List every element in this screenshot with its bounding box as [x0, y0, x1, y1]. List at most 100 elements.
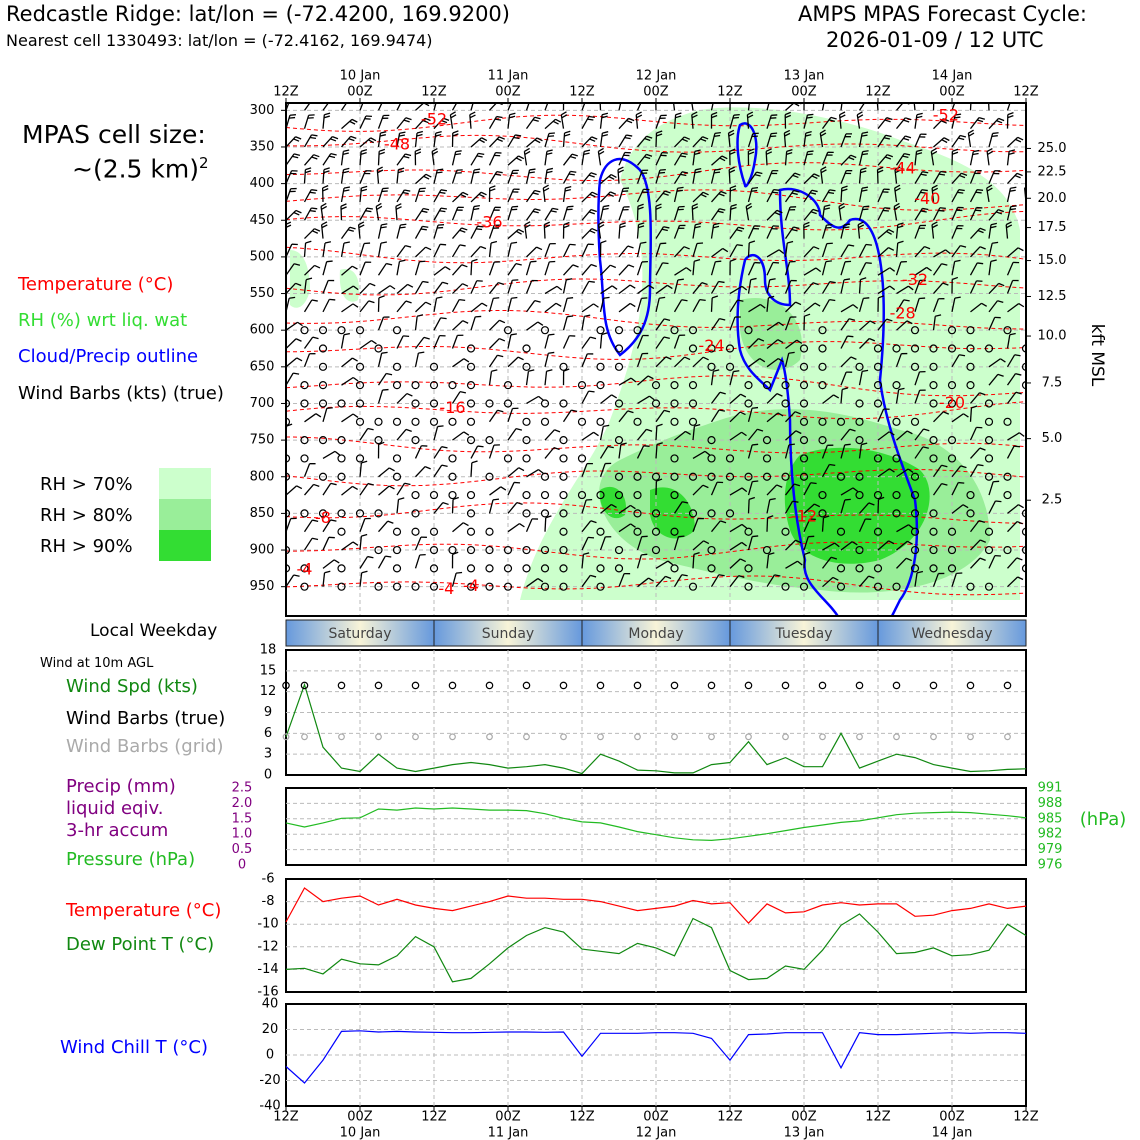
wind-barb-flag: [552, 120, 559, 125]
wind-barb-flag: [1015, 391, 1022, 395]
wind-barb-flag: [436, 171, 443, 174]
wind-barb-flag: [941, 464, 948, 468]
wind-barb-staff: [785, 339, 798, 350]
wind-barb-flag: [986, 147, 993, 152]
wind-barb-staff: [840, 541, 853, 551]
wind-barb-flag: [841, 185, 848, 189]
wind-barb-staff: [784, 261, 791, 276]
wind-barb-flag: [365, 210, 372, 213]
calm-circle: [337, 454, 346, 463]
wind-barb-staff: [710, 520, 721, 533]
wind-barb-flag: [439, 210, 446, 213]
wind10-calm-circle: [966, 681, 975, 690]
wind-barb-flag: [777, 412, 784, 417]
top-time-label: 00Z: [495, 85, 521, 100]
wind-barb-staff: [821, 299, 830, 313]
wind-barb-staff: [784, 500, 794, 514]
wind-barb-flag: [456, 571, 463, 574]
wind-barb-flag: [379, 134, 386, 137]
wind-barb-flag: [459, 298, 466, 302]
wind-barb-flag: [825, 98, 831, 99]
calm-circle: [836, 527, 846, 536]
calm-circle: [670, 564, 679, 573]
wind-barb-flag: [461, 227, 468, 231]
calm-circle: [929, 399, 938, 408]
calm-circle: [670, 454, 679, 463]
wind-barb-flag: [752, 535, 759, 538]
wind-barb-flag: [405, 244, 412, 248]
wind-barb-staff: [414, 336, 425, 349]
wind-barb-flag: [437, 425, 444, 428]
wind-barb-flag: [360, 151, 367, 155]
wind-barb-flag: [593, 303, 599, 308]
wind-barb-flag: [992, 241, 999, 244]
wind-barb-staff: [785, 103, 795, 111]
wind-spd-label: Wind Spd (kts): [66, 676, 198, 697]
wind-barb-staff: [581, 353, 588, 368]
wind-barb-flag: [403, 119, 410, 123]
wind-barb-flag: [995, 211, 1003, 215]
wind-barb-flag: [979, 227, 986, 232]
wind-barb-staff: [840, 318, 850, 331]
wind-barb-flag: [803, 224, 810, 229]
wind-barb-staff: [415, 103, 425, 111]
wind-barb-flag: [740, 558, 746, 563]
rh-legend-80-swatch: [159, 499, 211, 530]
wind-barb-staff: [433, 464, 443, 478]
wind10-calm-circle: [670, 681, 679, 690]
pressure-tick-label: 979: [1038, 842, 1063, 857]
wind-barb-flag: [971, 94, 977, 96]
precip-tick-label: 0.5: [232, 842, 253, 857]
wind-barb-staff: [896, 540, 908, 551]
wind-barb-flag: [399, 226, 406, 229]
wind-barb-flag: [293, 138, 300, 142]
calm-circle: [429, 490, 439, 500]
wind-barb-flag: [979, 447, 986, 451]
wind-barb-staff: [562, 171, 571, 184]
bottom-time-label: 00Z: [643, 1110, 669, 1125]
wind-barb-staff: [803, 267, 817, 276]
calm-circle: [466, 545, 476, 555]
wind10-grid-circle: [597, 733, 604, 741]
wind-barb-flag: [1031, 174, 1037, 175]
calm-circle: [540, 582, 550, 591]
wind-barb-staff: [525, 280, 533, 294]
wind-barb-flag: [1026, 479, 1032, 481]
wind-barb-staff: [414, 208, 424, 221]
wind-barb-staff: [377, 115, 384, 129]
wind-barb-flag: [1027, 152, 1033, 154]
calm-circle: [466, 509, 476, 518]
wind-barb-flag: [811, 175, 818, 180]
calm-circle: [429, 545, 439, 555]
wind-barb-flag: [785, 114, 792, 119]
calm-circle: [300, 326, 309, 335]
calm-circle: [688, 509, 698, 518]
wind-barb-staff: [951, 573, 957, 587]
wind-barb-flag: [961, 172, 968, 176]
wind-barb-flag: [694, 170, 701, 174]
wind-tick-label: 3: [264, 747, 272, 762]
wind-barb-flag: [601, 134, 608, 137]
wind-barb-flag: [938, 173, 946, 176]
wind-barb-flag: [481, 137, 488, 142]
wind-barb-staff: [526, 137, 538, 148]
wind-barb-flag: [474, 99, 480, 100]
calm-circle: [984, 399, 994, 408]
isotherm-label: -4: [438, 579, 454, 598]
wind-barb-flag: [330, 482, 337, 486]
wind-barb-staff: [489, 136, 500, 148]
wind-barb-staff: [489, 319, 500, 331]
wind-barb-flag: [662, 192, 669, 196]
pressure-tick-label: 350: [250, 139, 275, 154]
calm-circle: [337, 399, 346, 408]
wind-barb-staff: [692, 554, 695, 569]
wind-barb-flag: [296, 357, 303, 362]
wind-barb-staff: [840, 356, 852, 368]
wind-barb-flag: [886, 117, 893, 121]
calm-circle: [688, 344, 698, 353]
wind-barb-staff: [507, 356, 519, 368]
calm-circle: [762, 472, 772, 481]
wind-barb-flag: [962, 504, 969, 509]
wind-barb-flag: [769, 278, 776, 281]
